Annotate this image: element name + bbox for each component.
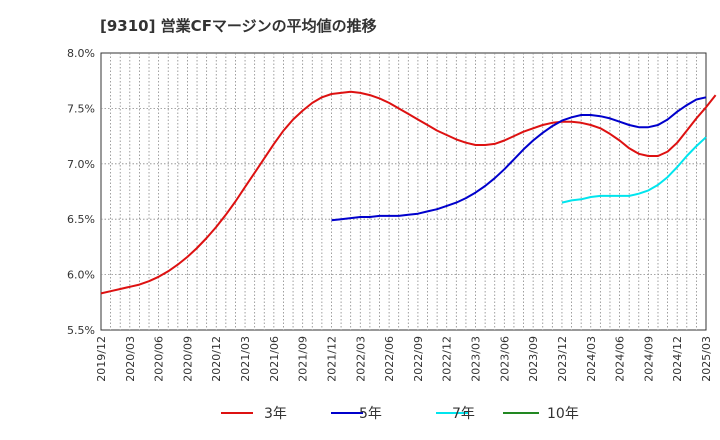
horizontal-gridlines [101, 108, 706, 276]
x-tick-label: 2022/09 [412, 336, 425, 382]
y-tick-label: 6.5% [67, 213, 95, 226]
y-tick-label: 7.5% [67, 102, 95, 115]
legend-label: 10年 [547, 406, 579, 422]
series-line-5年 [331, 96, 707, 222]
y-tick-label: 7.0% [67, 158, 95, 171]
vertical-gridlines [110, 53, 697, 330]
y-tick-label: 8.0% [67, 47, 95, 60]
x-tick-label: 2020/06 [153, 336, 166, 382]
x-tick-label: 2023/12 [556, 336, 569, 382]
series-lines [100, 90, 717, 295]
series-line-3年 [100, 90, 717, 295]
x-tick-label: 2020/12 [210, 336, 223, 382]
x-tick-label: 2023/09 [527, 336, 540, 382]
x-tick-label: 2022/03 [354, 336, 367, 382]
legend-label: 7年 [452, 406, 475, 422]
x-tick-label: 2023/06 [498, 336, 511, 382]
x-tick-label: 2022/12 [441, 336, 454, 382]
x-tick-label: 2021/03 [239, 336, 252, 382]
x-tick-label: 2024/06 [614, 336, 627, 382]
legend: 3年 5年 7年 10年 [221, 406, 579, 422]
x-tick-label: 2019/12 [95, 336, 108, 382]
x-tick-label: 2020/03 [124, 336, 137, 382]
x-tick-label: 2020/09 [181, 336, 194, 382]
x-tick-label: 2021/06 [268, 336, 281, 382]
x-tick-label: 2024/12 [671, 336, 684, 382]
chart-title: [9310] 営業CFマージンの平均値の推移 [100, 17, 377, 35]
x-tick-label: 2024/09 [642, 336, 655, 382]
x-tick-label: 2022/06 [383, 336, 396, 382]
x-tick-label: 2021/09 [297, 336, 310, 382]
x-tick-label: 2023/03 [470, 336, 483, 382]
x-tick-label: 2021/12 [325, 336, 338, 382]
y-tick-label: 5.5% [67, 324, 95, 337]
x-axis-ticks: 2019/12 2020/03 2020/06 2020/09 2020/12 2021/… [95, 336, 713, 382]
series-line-7年 [561, 136, 707, 204]
x-tick-label: 2025/03 [700, 336, 713, 382]
plot-border [100, 52, 707, 331]
y-axis-ticks: 5.5% 6.0% 6.5% 7.0% 7.5% 8.0% [67, 47, 95, 337]
legend-label: 5年 [359, 406, 382, 422]
legend-label: 3年 [264, 406, 287, 422]
x-tick-label: 2024/03 [585, 336, 598, 382]
y-tick-label: 6.0% [67, 269, 95, 282]
plot-area [100, 52, 707, 331]
